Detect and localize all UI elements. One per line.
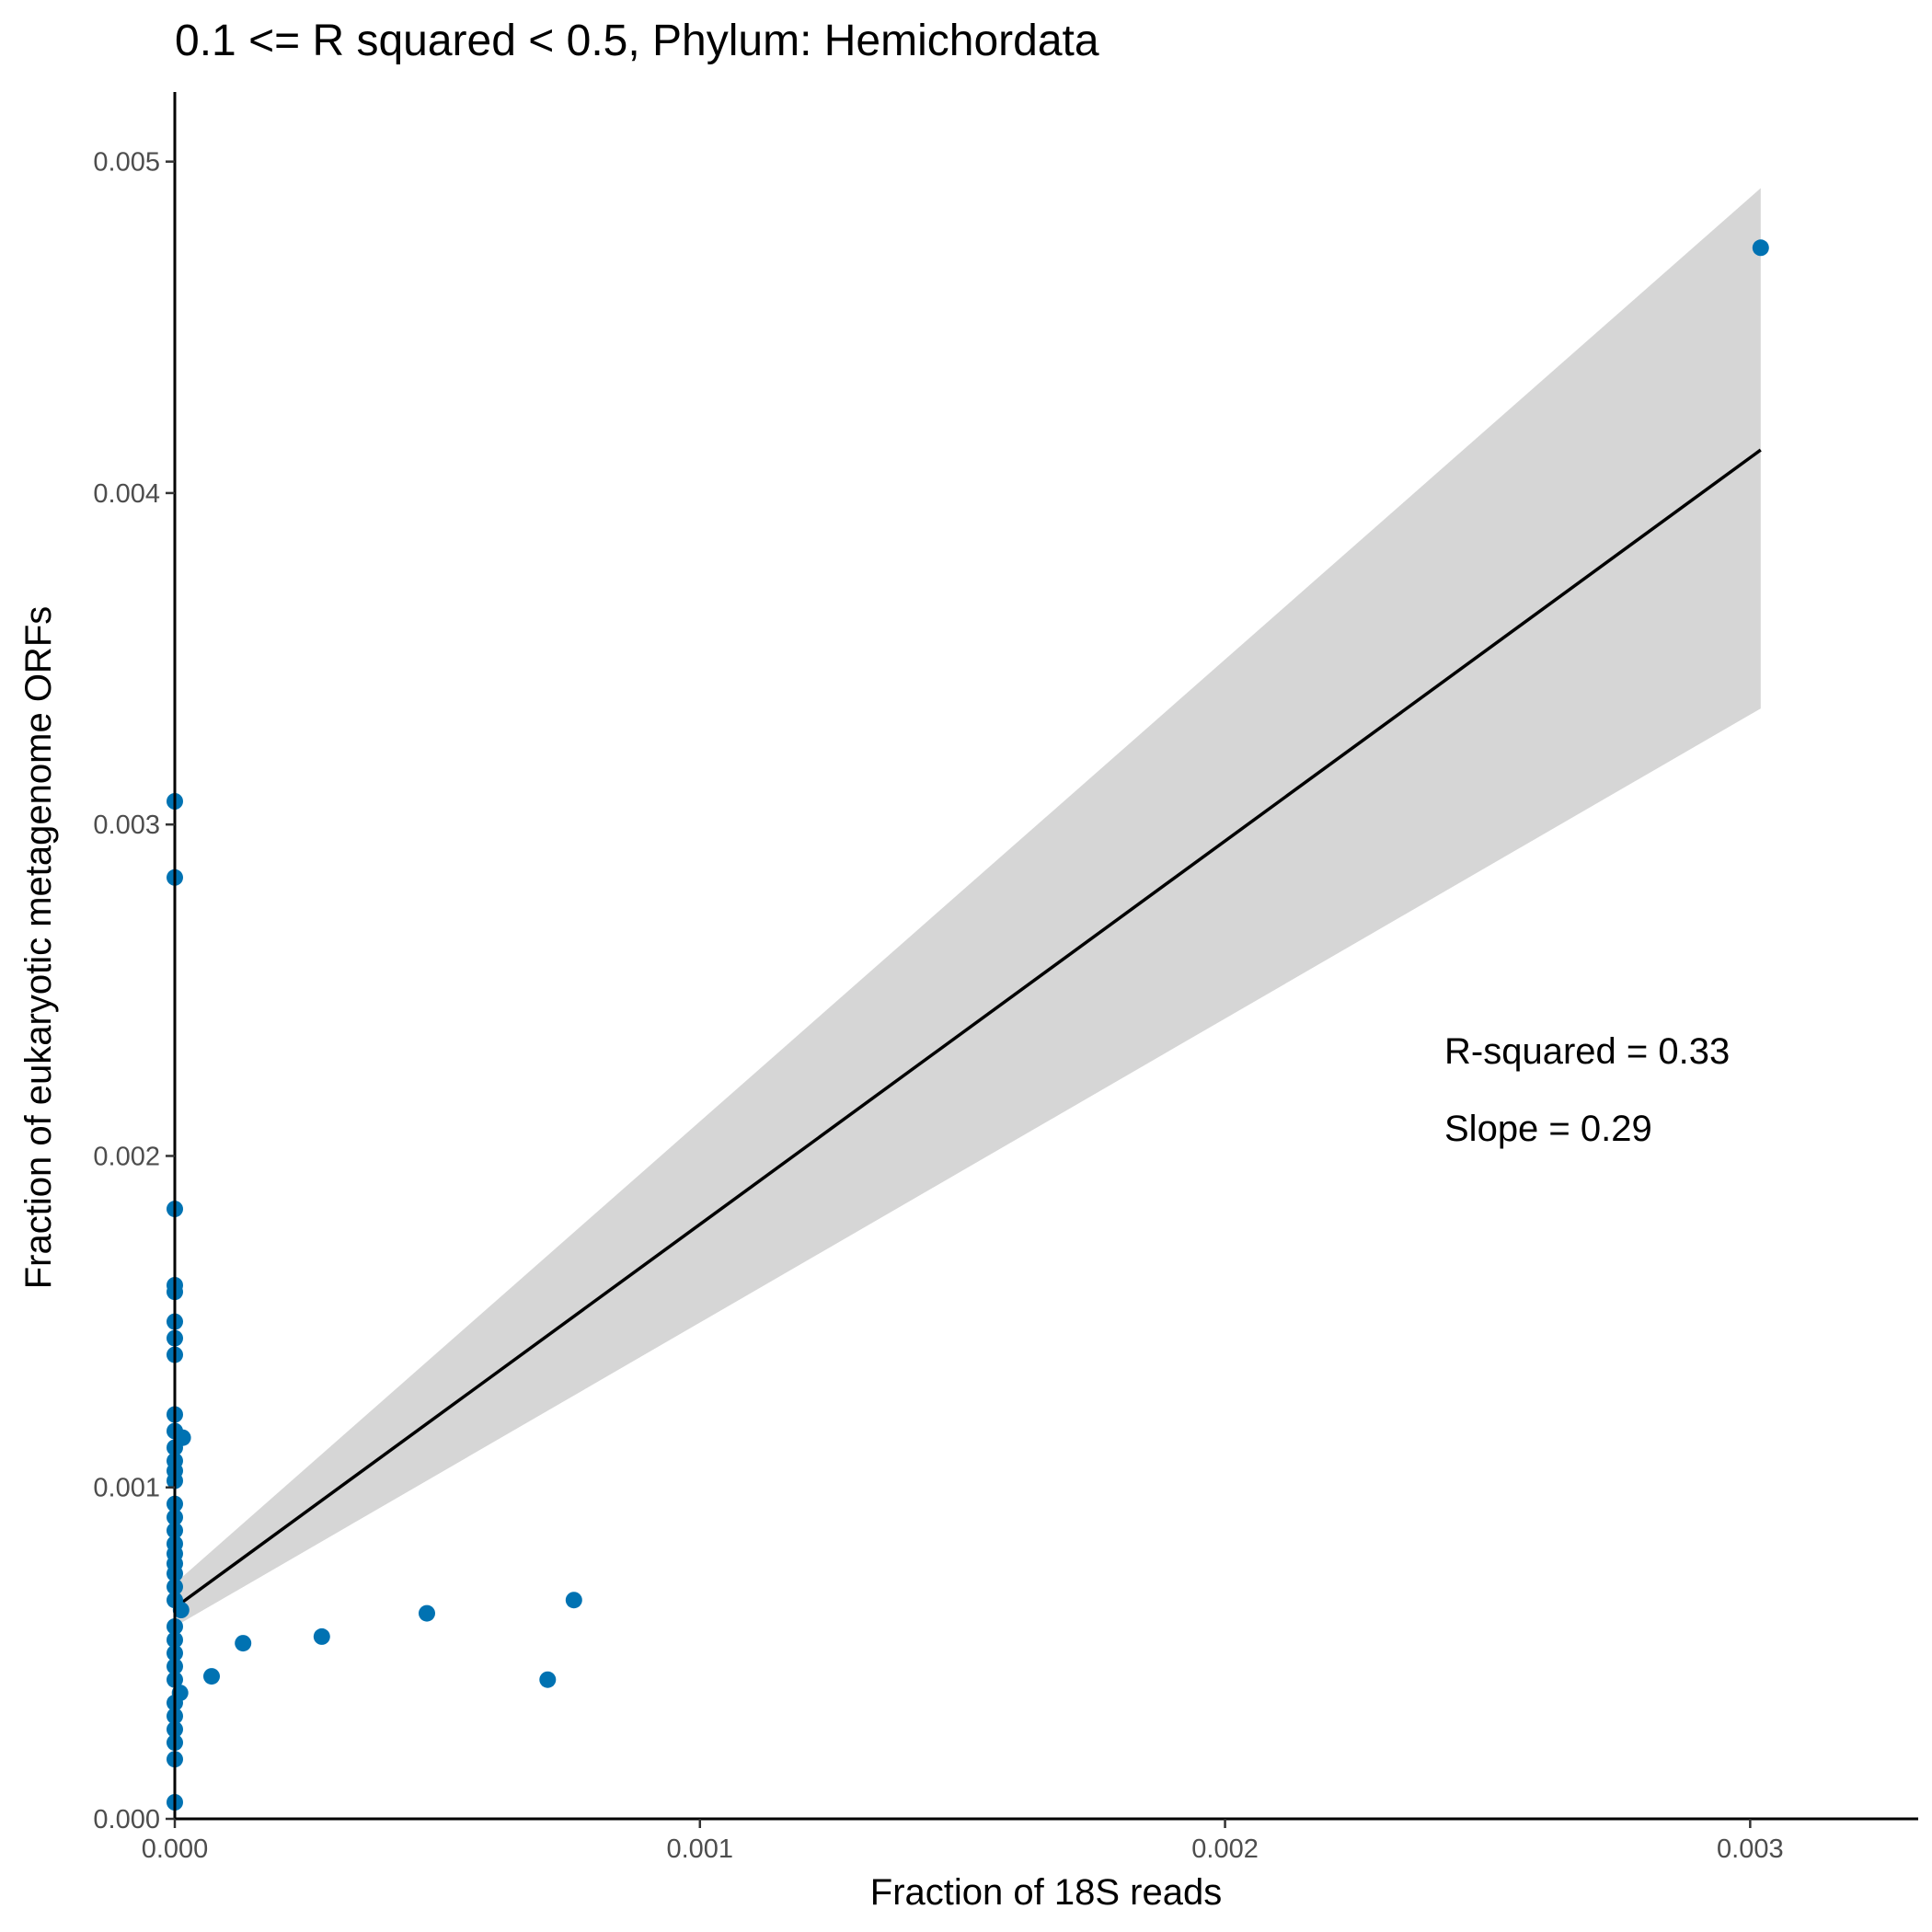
- x-tick-label: 0.001: [666, 1834, 733, 1864]
- data-point: [419, 1604, 435, 1622]
- x-tick-label: 0.000: [142, 1834, 209, 1864]
- y-tick-label: 0.002: [93, 1142, 160, 1171]
- fit-line-layer: [173, 448, 1762, 1609]
- x-tick-label: 0.002: [1191, 1834, 1259, 1864]
- data-point: [203, 1668, 220, 1685]
- y-axis-title: Fraction of eukaryotic metagenome ORFs: [18, 606, 59, 1290]
- y-tick-label: 0.000: [93, 1805, 160, 1834]
- axes-layer: 0.000 0.001 0.002 0.003 0.000 0.001 0.002 0.003…: [93, 92, 1918, 1864]
- data-point: [235, 1635, 252, 1652]
- data-point: [1752, 239, 1769, 257]
- data-point: [565, 1592, 582, 1609]
- r-squared-annotation: R-squared = 0.33: [1444, 1031, 1730, 1072]
- slope-annotation: Slope = 0.29: [1444, 1109, 1652, 1149]
- x-axis-title: Fraction of 18S reads: [870, 1872, 1222, 1913]
- chart-title: 0.1 <= R squared < 0.5, Phylum: Hemichor…: [175, 17, 1099, 65]
- confidence-band-layer: [175, 188, 1761, 1627]
- y-tick-label: 0.003: [93, 811, 160, 840]
- confidence-band: [175, 188, 1761, 1627]
- y-tick-label: 0.001: [93, 1474, 160, 1503]
- y-tick-label: 0.004: [93, 479, 160, 509]
- x-tick-label: 0.003: [1717, 1834, 1784, 1864]
- y-tick-label: 0.005: [93, 148, 160, 178]
- data-point: [313, 1627, 330, 1645]
- regression-line: [173, 448, 1762, 1609]
- data-point: [539, 1671, 557, 1688]
